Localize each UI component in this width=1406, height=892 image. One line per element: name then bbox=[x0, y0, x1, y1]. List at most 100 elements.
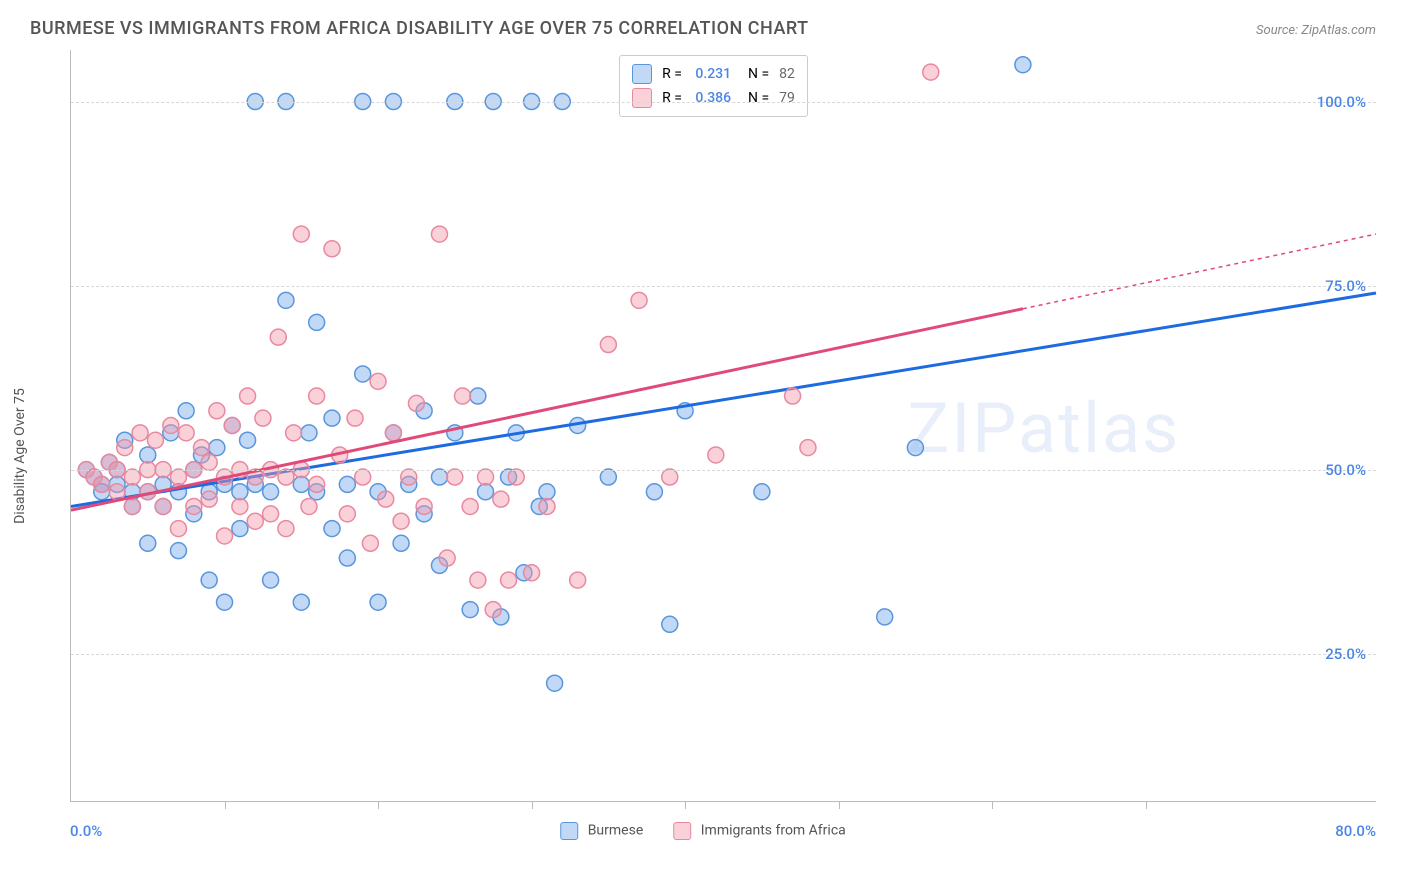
data-point bbox=[646, 484, 662, 500]
data-point bbox=[240, 388, 256, 404]
data-point bbox=[117, 440, 133, 456]
data-point bbox=[408, 395, 424, 411]
x-tick bbox=[378, 801, 379, 809]
data-point bbox=[416, 498, 432, 514]
data-point bbox=[431, 469, 447, 485]
chart-title: BURMESE VS IMMIGRANTS FROM AFRICA DISABI… bbox=[30, 18, 809, 39]
bottom-legend-africa: Immigrants from Africa bbox=[673, 822, 846, 840]
data-point bbox=[309, 388, 325, 404]
data-point bbox=[124, 469, 140, 485]
data-point bbox=[293, 476, 309, 492]
plot-region: ZIPatlas R = 0.231 N = 82 R = 0.386 N = … bbox=[70, 50, 1376, 802]
data-point bbox=[232, 521, 248, 537]
gridline bbox=[71, 286, 1376, 287]
data-point bbox=[186, 498, 202, 514]
data-point bbox=[170, 543, 186, 559]
data-point bbox=[800, 440, 816, 456]
data-point bbox=[94, 476, 110, 492]
data-point bbox=[170, 469, 186, 485]
data-point bbox=[370, 594, 386, 610]
data-point bbox=[462, 602, 478, 618]
x-tick bbox=[1146, 801, 1147, 809]
x-tick bbox=[992, 801, 993, 809]
data-point bbox=[140, 535, 156, 551]
y-axis-label: Disability Age Over 75 bbox=[12, 388, 28, 524]
data-point bbox=[539, 498, 555, 514]
data-point bbox=[163, 418, 179, 434]
data-point bbox=[470, 388, 486, 404]
data-point bbox=[631, 292, 647, 308]
data-point bbox=[393, 513, 409, 529]
africa-legend-label: Immigrants from Africa bbox=[701, 823, 846, 839]
gridline bbox=[71, 470, 1376, 471]
data-point bbox=[708, 447, 724, 463]
data-point bbox=[600, 337, 616, 353]
chart-area: Disability Age Over 75 ZIPatlas R = 0.23… bbox=[30, 50, 1376, 862]
data-point bbox=[155, 498, 171, 514]
data-point bbox=[785, 388, 801, 404]
data-point bbox=[754, 484, 770, 500]
data-point bbox=[539, 484, 555, 500]
data-point bbox=[263, 572, 279, 588]
data-point bbox=[132, 425, 148, 441]
data-point bbox=[232, 484, 248, 500]
data-point bbox=[478, 484, 494, 500]
data-point bbox=[201, 491, 217, 507]
data-point bbox=[324, 241, 340, 257]
burmese-swatch-icon bbox=[560, 822, 578, 840]
data-point bbox=[255, 410, 271, 426]
data-point bbox=[339, 550, 355, 566]
data-point bbox=[232, 498, 248, 514]
data-point bbox=[339, 476, 355, 492]
data-point bbox=[347, 410, 363, 426]
data-point bbox=[355, 469, 371, 485]
data-point bbox=[923, 64, 939, 80]
data-point bbox=[508, 469, 524, 485]
data-point bbox=[309, 476, 325, 492]
data-point bbox=[470, 572, 486, 588]
data-point bbox=[1015, 57, 1031, 73]
data-point bbox=[877, 609, 893, 625]
data-point bbox=[493, 491, 509, 507]
title-bar: BURMESE VS IMMIGRANTS FROM AFRICA DISABI… bbox=[0, 0, 1406, 47]
y-tick-label: 75.0% bbox=[1325, 277, 1366, 295]
data-point bbox=[263, 484, 279, 500]
data-point bbox=[201, 572, 217, 588]
x-axis-max-label: 80.0% bbox=[1335, 822, 1376, 840]
data-point bbox=[140, 447, 156, 463]
data-point bbox=[339, 506, 355, 522]
data-point bbox=[401, 469, 417, 485]
data-point bbox=[385, 425, 401, 441]
data-point bbox=[662, 469, 678, 485]
data-point bbox=[431, 226, 447, 242]
data-point bbox=[524, 565, 540, 581]
data-point bbox=[224, 418, 240, 434]
data-point bbox=[370, 373, 386, 389]
data-point bbox=[393, 535, 409, 551]
data-point bbox=[455, 388, 471, 404]
x-tick bbox=[225, 801, 226, 809]
data-point bbox=[217, 594, 233, 610]
gridline bbox=[71, 654, 1376, 655]
data-point bbox=[324, 410, 340, 426]
data-point bbox=[109, 484, 125, 500]
data-point bbox=[201, 454, 217, 470]
data-point bbox=[293, 226, 309, 242]
x-tick bbox=[532, 801, 533, 809]
data-point bbox=[301, 498, 317, 514]
scatter-svg bbox=[71, 50, 1376, 801]
data-point bbox=[547, 675, 563, 691]
data-point bbox=[907, 440, 923, 456]
gridline bbox=[71, 102, 1376, 103]
burmese-legend-label: Burmese bbox=[588, 823, 644, 839]
data-point bbox=[485, 602, 501, 618]
data-point bbox=[478, 469, 494, 485]
data-point bbox=[600, 469, 616, 485]
bottom-legend-burmese: Burmese bbox=[560, 822, 643, 840]
data-point bbox=[462, 498, 478, 514]
data-point bbox=[501, 572, 517, 588]
data-point bbox=[447, 469, 463, 485]
data-point bbox=[355, 366, 371, 382]
data-point bbox=[286, 425, 302, 441]
data-point bbox=[278, 521, 294, 537]
